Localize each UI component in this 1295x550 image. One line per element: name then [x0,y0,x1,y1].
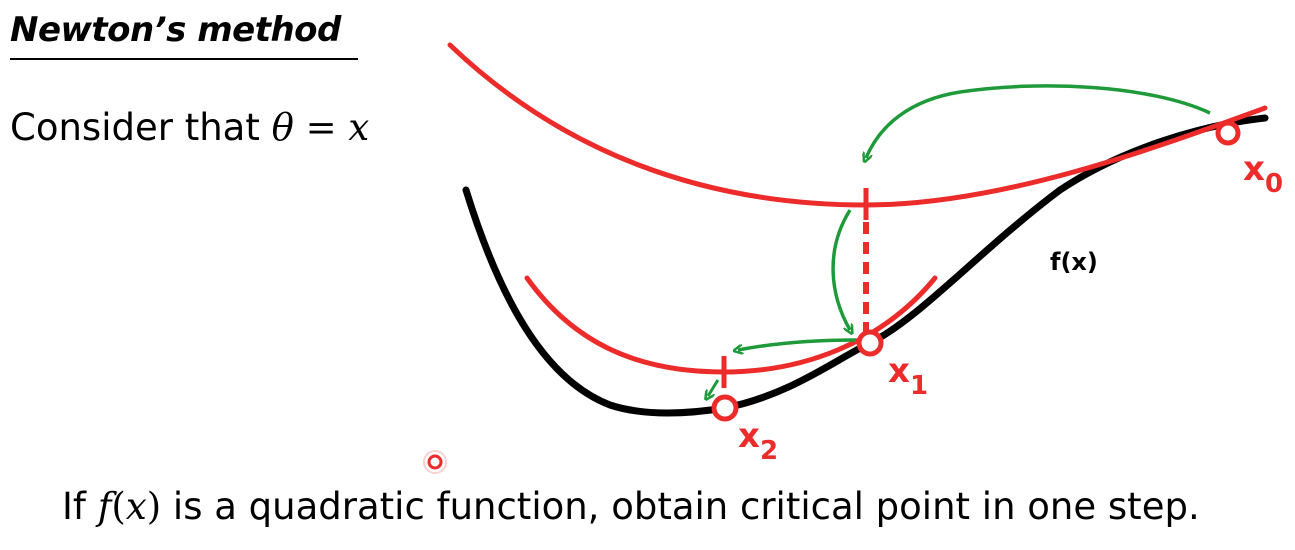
label-x2-sub: 2 [760,436,778,466]
footer-rest: is a quadratic function, obtain critical… [161,485,1200,528]
label-x1: x1 [888,351,928,401]
label-x0-main: x [1243,149,1265,189]
footer-if: If [62,485,98,528]
curve-label: f(x) [1050,248,1098,276]
footer-statement: If f(x) is a quadratic function, obtain … [62,485,1200,528]
x-variable: x [348,106,370,149]
consider-statement: Consider that θ = x [10,106,369,149]
title-underline [10,58,358,60]
footer-x: x [125,485,147,528]
equals-sign: = [293,106,349,149]
quadratic-approximation-x1 [524,275,938,375]
point-x2-marker [711,394,739,422]
pointer-dot [427,454,443,470]
theta-symbol: θ [271,106,294,149]
label-x0-sub: 0 [1265,169,1283,199]
pointer-dot-glow [423,450,447,474]
function-curve [462,114,1269,417]
step-arrow-top [866,84,1211,158]
consider-prefix: Consider that [10,106,272,149]
step-arrow-left [738,338,857,350]
point-x1-marker [856,329,884,357]
label-x2: x2 [738,416,778,466]
quadratic-approximation-x0 [447,42,1268,208]
step-arrow-down [831,209,850,330]
footer-f: f [97,485,112,528]
step-arrow-small [708,379,720,396]
footer-rparen: ) [146,485,162,528]
page-title: Newton’s method [10,10,341,50]
label-x1-main: x [888,351,910,391]
label-x1-sub: 1 [910,371,928,401]
footer-lparen: ( [111,485,126,528]
label-x0: x0 [1243,149,1283,199]
point-x0-marker [1215,120,1241,146]
label-x2-main: x [738,416,760,456]
